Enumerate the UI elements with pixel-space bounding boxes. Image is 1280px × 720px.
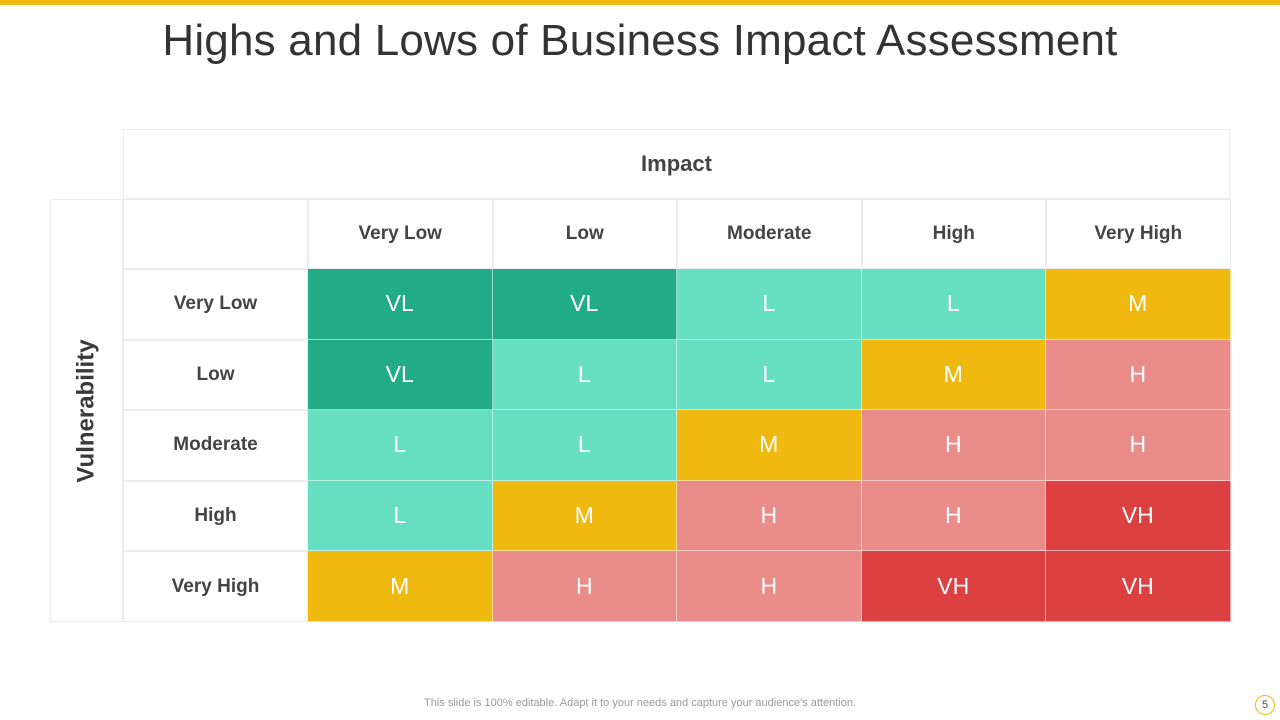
matrix-cell: H xyxy=(1046,339,1231,411)
matrix-cell: H xyxy=(861,480,1046,552)
impact-header-very-low: Very Low xyxy=(308,199,493,269)
matrix-cell: L xyxy=(861,269,1046,340)
matrix-cell: L xyxy=(308,480,493,552)
slide-title: Highs and Lows of Business Impact Assess… xyxy=(162,16,1118,65)
matrix-cell: VL xyxy=(308,269,493,340)
matrix-cell: H xyxy=(677,551,862,622)
matrix-cell: VH xyxy=(1046,551,1231,622)
vulnerability-header-moderate: Moderate xyxy=(123,410,308,481)
matrix-cell: VH xyxy=(1046,480,1231,552)
matrix-cell: M xyxy=(308,551,493,622)
risk-matrix: Impact Vulnerability Very Low Low Moderate… xyxy=(50,129,1231,622)
page-number-badge: 5 xyxy=(1255,695,1275,715)
matrix-cell: L xyxy=(308,410,493,481)
impact-header-moderate: Moderate xyxy=(677,199,862,269)
matrix-cell: VL xyxy=(308,339,493,411)
matrix-cell: M xyxy=(492,480,677,552)
matrix-cell: L xyxy=(677,339,862,411)
matrix-corner-cell xyxy=(123,199,308,269)
matrix-cell: H xyxy=(1046,410,1231,481)
matrix-cell: L xyxy=(677,269,862,340)
matrix-cell: M xyxy=(861,339,1046,411)
matrix-cell: M xyxy=(677,410,862,481)
vulnerability-header-very-low: Very Low xyxy=(123,269,308,340)
top-accent-bar xyxy=(0,0,1280,5)
matrix-cell: H xyxy=(492,551,677,622)
impact-axis-header: Impact xyxy=(123,129,1230,199)
matrix-cell: VH xyxy=(861,551,1046,622)
impact-header-low: Low xyxy=(492,199,677,269)
matrix-cell: H xyxy=(861,410,1046,481)
vulnerability-axis-text: Vulnerability xyxy=(72,338,100,483)
matrix-cell: H xyxy=(677,480,862,552)
vulnerability-header-very-high: Very High xyxy=(123,551,308,622)
impact-header-very-high: Very High xyxy=(1046,199,1231,269)
footer-note: This slide is 100% editable. Adapt it to… xyxy=(424,697,856,709)
vulnerability-header-high: High xyxy=(123,480,308,552)
matrix-cell: L xyxy=(492,410,677,481)
matrix-cell: L xyxy=(492,339,677,411)
vulnerability-axis-label: Vulnerability xyxy=(50,199,123,622)
matrix-cell: VL xyxy=(492,269,677,340)
vulnerability-header-low: Low xyxy=(123,339,308,411)
matrix-cell: M xyxy=(1046,269,1231,340)
impact-header-high: High xyxy=(861,199,1046,269)
